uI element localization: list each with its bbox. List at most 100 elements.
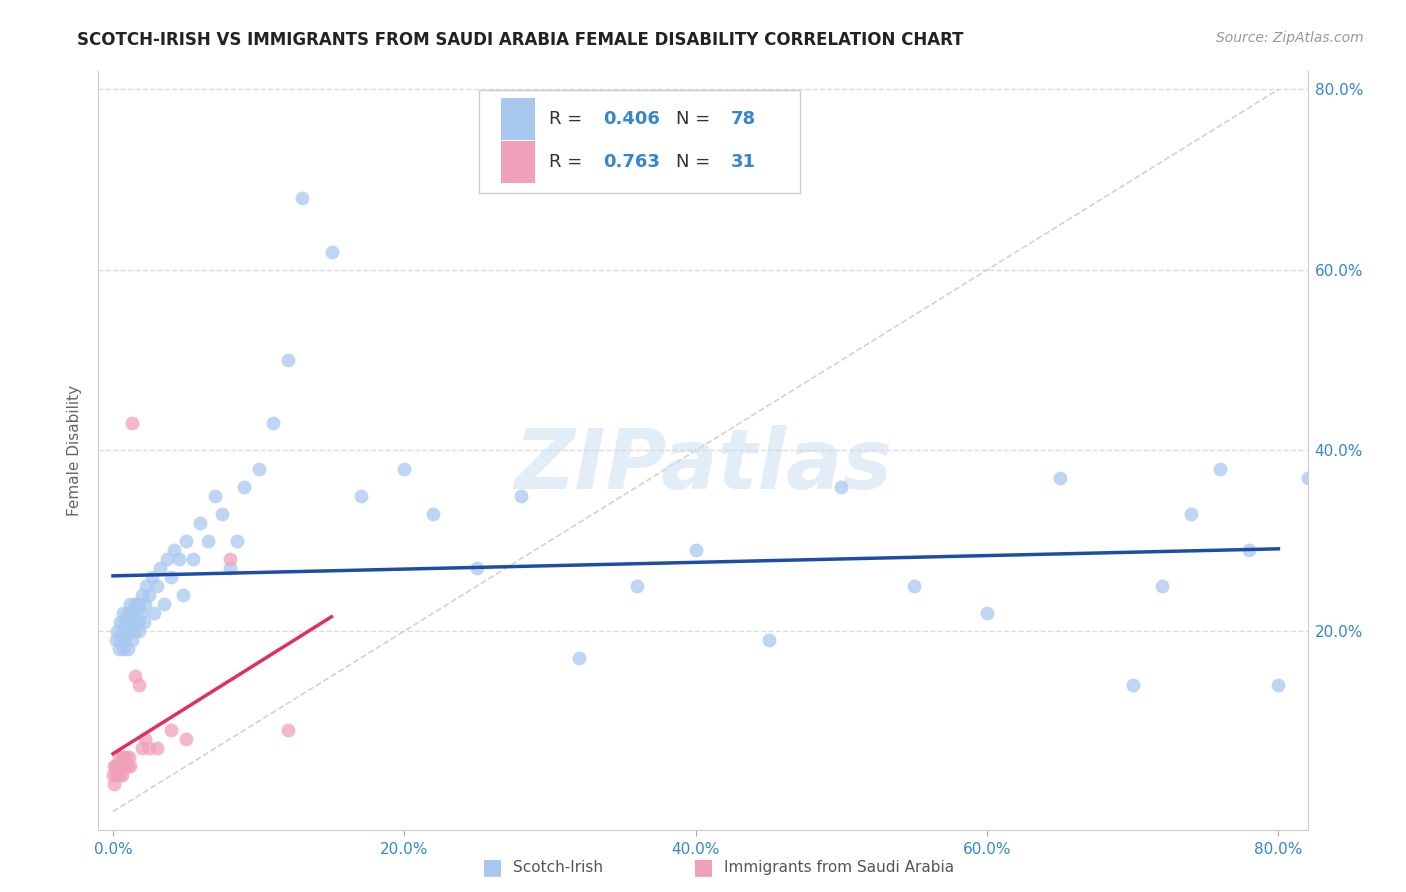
Point: [112, 759, 135, 773]
Point: [1209, 461, 1232, 475]
Text: N =: N =: [676, 110, 717, 128]
Point: [131, 741, 153, 756]
Point: [277, 723, 299, 738]
Point: [118, 750, 141, 764]
Point: [131, 588, 153, 602]
Point: [321, 244, 343, 259]
Point: [124, 624, 146, 638]
Point: [141, 570, 163, 584]
Point: [218, 551, 240, 566]
Point: [121, 606, 143, 620]
Point: [225, 533, 247, 548]
Point: [101, 768, 124, 782]
Point: [104, 633, 127, 648]
Text: R =: R =: [550, 110, 589, 128]
Point: [122, 615, 145, 629]
Point: [1267, 678, 1289, 692]
Point: [204, 489, 226, 503]
Point: [1296, 470, 1319, 484]
Point: [350, 489, 373, 503]
Point: [758, 633, 780, 648]
Point: [108, 759, 131, 773]
Point: [128, 678, 150, 692]
Point: [114, 759, 136, 773]
Point: [128, 597, 150, 611]
Point: [112, 750, 135, 764]
Point: [114, 615, 136, 629]
Point: [172, 588, 194, 602]
Point: [124, 597, 146, 611]
Point: [149, 561, 172, 575]
Point: [277, 353, 299, 368]
Point: [135, 579, 157, 593]
Point: [105, 768, 128, 782]
Point: [1049, 470, 1071, 484]
Point: [1122, 678, 1144, 692]
Text: 0.406: 0.406: [603, 110, 659, 128]
Point: [218, 561, 240, 575]
Text: ZIPatlas: ZIPatlas: [515, 425, 891, 506]
Text: Scotch-Irish: Scotch-Irish: [513, 860, 603, 874]
Point: [1150, 579, 1173, 593]
Point: [120, 597, 142, 611]
Point: [111, 768, 134, 782]
Text: 31: 31: [731, 153, 756, 171]
Y-axis label: Female Disability: Female Disability: [67, 384, 83, 516]
Point: [117, 606, 139, 620]
Text: 0.763: 0.763: [603, 153, 659, 171]
Text: N =: N =: [676, 153, 717, 171]
Point: [138, 588, 160, 602]
Point: [626, 579, 648, 593]
Point: [111, 750, 134, 764]
Point: [117, 759, 139, 773]
Point: [903, 579, 925, 593]
Point: [117, 642, 139, 657]
Text: SCOTCH-IRISH VS IMMIGRANTS FROM SAUDI ARABIA FEMALE DISABILITY CORRELATION CHART: SCOTCH-IRISH VS IMMIGRANTS FROM SAUDI AR…: [77, 31, 965, 49]
Point: [1354, 606, 1376, 620]
Point: [181, 551, 204, 566]
Point: [134, 732, 156, 747]
Point: [103, 759, 125, 773]
Point: [121, 633, 143, 648]
Point: [124, 669, 146, 683]
Text: ■: ■: [693, 857, 713, 877]
Text: R =: R =: [550, 153, 589, 171]
Point: [108, 642, 131, 657]
Point: [247, 461, 270, 475]
Point: [174, 732, 197, 747]
Point: [197, 533, 219, 548]
Point: [118, 615, 141, 629]
Point: [105, 759, 128, 773]
Point: [134, 597, 156, 611]
Point: [110, 615, 132, 629]
Point: [108, 750, 131, 764]
Point: [160, 723, 183, 738]
Point: [174, 533, 197, 548]
Point: [110, 768, 132, 782]
Point: [127, 615, 149, 629]
Point: [830, 479, 852, 493]
Bar: [501, 98, 534, 140]
FancyBboxPatch shape: [479, 90, 800, 193]
Point: [103, 777, 125, 791]
Point: [111, 624, 134, 638]
Point: [190, 516, 212, 530]
Point: [104, 768, 127, 782]
Point: [138, 741, 160, 756]
Point: [115, 624, 138, 638]
Point: [112, 642, 135, 657]
Point: [465, 561, 488, 575]
Point: [120, 759, 142, 773]
Point: [1384, 479, 1406, 493]
Point: [156, 551, 179, 566]
Point: [509, 489, 531, 503]
Point: [685, 542, 707, 557]
Point: [115, 750, 138, 764]
Point: [125, 606, 148, 620]
Point: [422, 507, 444, 521]
Point: [145, 741, 167, 756]
Point: [163, 542, 186, 557]
Point: [145, 579, 167, 593]
Text: ■: ■: [482, 857, 502, 877]
Point: [132, 615, 155, 629]
